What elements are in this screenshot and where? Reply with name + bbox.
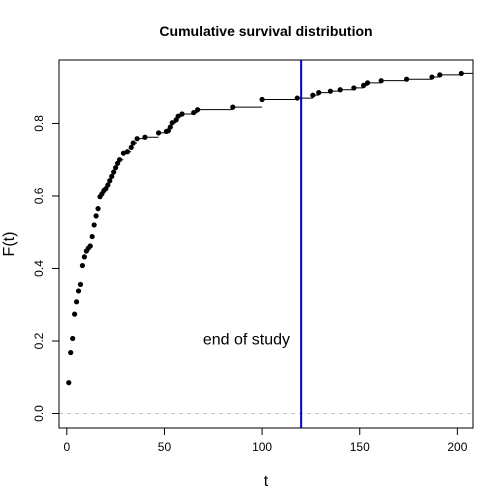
data-point [131, 140, 136, 145]
data-point [70, 336, 75, 341]
data-point [310, 93, 315, 98]
y-tick-label: 0.6 [32, 187, 46, 204]
data-point [92, 222, 97, 227]
data-point [74, 299, 79, 304]
data-point [259, 97, 264, 102]
data-point [328, 89, 333, 94]
data-point [66, 380, 71, 385]
x-tick-label: 100 [252, 440, 272, 454]
x-axis-label: t [264, 473, 269, 490]
data-point [365, 80, 370, 85]
data-point [142, 135, 147, 140]
data-point [125, 149, 130, 154]
y-tick-label: 0.2 [32, 332, 46, 349]
data-point [76, 288, 81, 293]
data-point [429, 74, 434, 79]
y-tick-label: 0.4 [32, 260, 46, 277]
data-point [135, 136, 140, 141]
data-point [72, 312, 77, 317]
data-point [94, 213, 99, 218]
x-tick-label: 0 [63, 440, 70, 454]
data-point [88, 243, 93, 248]
data-point [68, 350, 73, 355]
end-of-study-label: end of study [203, 332, 290, 349]
data-point [82, 254, 87, 259]
data-point [90, 234, 95, 239]
data-point [295, 95, 300, 100]
plot-frame [59, 60, 473, 428]
data-point [404, 77, 409, 82]
data-point [117, 157, 122, 162]
data-point [95, 206, 100, 211]
y-axis-label: F(t) [1, 232, 18, 257]
data-point [316, 90, 321, 95]
x-tick-label: 200 [447, 440, 467, 454]
plot-area: 0 50 100 150 200 0.0 0.2 0.4 0.6 0.8 [32, 60, 473, 454]
data-point [230, 105, 235, 110]
data-point [437, 72, 442, 77]
data-point [338, 87, 343, 92]
data-point [80, 263, 85, 268]
y-tick-label: 0.8 [32, 115, 46, 132]
y-tick-label: 0.0 [32, 405, 46, 422]
data-point [351, 85, 356, 90]
data-point [459, 71, 464, 76]
chart-title: Cumulative survival distribution [159, 23, 372, 39]
x-tick-label: 50 [158, 440, 172, 454]
data-point [179, 111, 184, 116]
x-tick-label: 150 [350, 440, 370, 454]
data-point [78, 282, 83, 287]
data-point [156, 130, 161, 135]
data-point [195, 107, 200, 112]
data-point [379, 78, 384, 83]
